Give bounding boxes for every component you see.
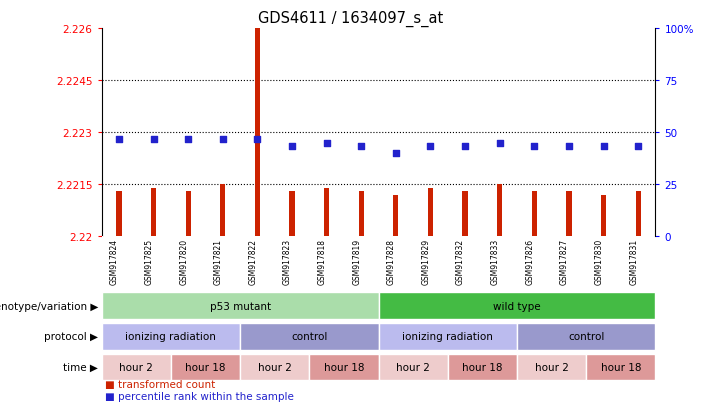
Point [494,140,505,147]
Text: GSM917821: GSM917821 [214,238,223,284]
Bar [601,195,606,237]
Bar [186,192,191,237]
Text: protocol ▶: protocol ▶ [44,332,98,342]
Bar [102,323,240,350]
Point [355,143,367,150]
Text: GSM917818: GSM917818 [318,238,327,284]
Bar [116,192,121,237]
Point [148,136,159,143]
Text: GSM917822: GSM917822 [248,238,257,284]
Bar [379,323,517,350]
Point [425,143,436,150]
Text: control: control [291,332,327,342]
Bar [324,188,329,237]
Text: GSM917832: GSM917832 [456,238,465,284]
Point [287,143,298,150]
Point [321,140,332,147]
Text: hour 2: hour 2 [258,362,292,372]
Point [252,136,263,143]
Bar [566,192,571,237]
Bar [102,293,379,319]
Bar [636,192,641,237]
Text: time ▶: time ▶ [63,362,98,372]
Bar [428,188,433,237]
Text: GSM917823: GSM917823 [283,238,292,284]
Bar [393,195,398,237]
Bar [171,354,240,380]
Bar [240,323,379,350]
Point [459,143,470,150]
Text: GSM917831: GSM917831 [629,238,638,284]
Bar [309,354,379,380]
Text: ■ transformed count: ■ transformed count [105,379,215,389]
Text: hour 18: hour 18 [324,362,365,372]
Text: GSM917825: GSM917825 [144,238,154,284]
Text: hour 18: hour 18 [601,362,641,372]
Text: GSM917833: GSM917833 [491,238,500,285]
Bar [379,293,655,319]
Text: control: control [568,332,604,342]
Bar [448,354,517,380]
Text: hour 2: hour 2 [119,362,154,372]
Text: hour 18: hour 18 [185,362,226,372]
Bar [379,354,448,380]
Bar [517,354,586,380]
Point [632,143,644,150]
Text: GDS4611 / 1634097_s_at: GDS4611 / 1634097_s_at [258,10,443,26]
Bar [586,354,655,380]
Text: ■ percentile rank within the sample: ■ percentile rank within the sample [105,392,294,401]
Text: GSM917824: GSM917824 [110,238,119,284]
Text: wild type: wild type [494,301,540,311]
Text: hour 2: hour 2 [535,362,569,372]
Point [182,136,193,143]
Text: ionizing radiation: ionizing radiation [402,332,494,342]
Text: GSM917829: GSM917829 [421,238,430,284]
Text: GSM917830: GSM917830 [594,238,604,285]
Bar [220,185,226,237]
Bar [151,188,156,237]
Text: GSM917827: GSM917827 [560,238,569,284]
Bar [240,354,309,380]
Point [390,150,402,157]
Bar [517,323,655,350]
Bar [359,192,364,237]
Text: GSM917819: GSM917819 [352,238,361,284]
Point [564,143,575,150]
Bar [102,354,171,380]
Text: hour 18: hour 18 [462,362,503,372]
Text: GSM917826: GSM917826 [525,238,534,284]
Point [217,136,229,143]
Text: genotype/variation ▶: genotype/variation ▶ [0,301,98,311]
Text: GSM917820: GSM917820 [179,238,188,284]
Text: hour 2: hour 2 [396,362,430,372]
Text: ionizing radiation: ionizing radiation [125,332,217,342]
Text: p53 mutant: p53 mutant [210,301,271,311]
Bar [254,29,260,237]
Point [598,143,609,150]
Text: GSM917828: GSM917828 [387,238,396,284]
Bar [463,192,468,237]
Bar [531,192,537,237]
Bar [497,185,503,237]
Point [114,136,125,143]
Point [529,143,540,150]
Bar [290,192,294,237]
